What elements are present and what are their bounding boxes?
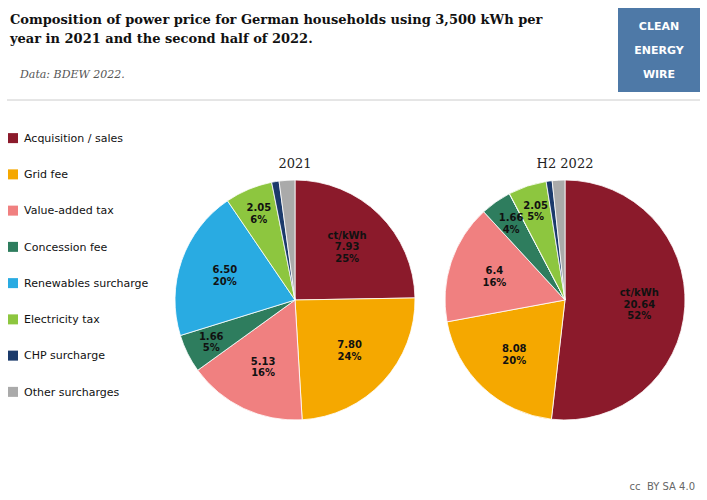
data-label: 8.0820% bbox=[502, 343, 527, 366]
legend-item: Acquisition / sales bbox=[8, 132, 123, 145]
legend-swatch bbox=[8, 351, 18, 361]
legend-label: Value-added tax bbox=[24, 204, 114, 217]
subtitle: Data: BDEW 2022. bbox=[19, 68, 125, 81]
slices bbox=[445, 180, 685, 420]
value-label: 6.50 bbox=[212, 264, 237, 275]
legend-item: Concession fee bbox=[8, 241, 108, 254]
share-label: 5% bbox=[203, 342, 220, 353]
legend-label: Acquisition / sales bbox=[24, 132, 123, 145]
value-label: 2.05 bbox=[523, 200, 548, 211]
pie-title: H2 2022 bbox=[537, 156, 594, 171]
data-label: 2.055% bbox=[523, 200, 548, 223]
legend-swatch bbox=[8, 278, 18, 288]
data-label: ct/kWh20.6452% bbox=[620, 287, 659, 321]
legend-item: CHP surcharge bbox=[8, 349, 105, 362]
share-label: 25% bbox=[335, 253, 359, 264]
share-label: 5% bbox=[527, 211, 544, 222]
title: Composition of power price for German ho… bbox=[9, 12, 542, 46]
legend-item: Electricity tax bbox=[8, 313, 100, 326]
logo-text: CLEANENERGYWIRE bbox=[634, 20, 684, 81]
legend-label: Grid fee bbox=[24, 168, 68, 181]
legend-label: CHP surcharge bbox=[24, 349, 105, 362]
legend-item: Renewables surcharge bbox=[8, 277, 148, 290]
unit-label: ct/kWh bbox=[328, 230, 367, 241]
value-label: 2.05 bbox=[246, 202, 271, 213]
chart: Composition of power price for German ho… bbox=[0, 0, 707, 500]
slice bbox=[552, 180, 565, 300]
share-label: 20% bbox=[502, 355, 526, 366]
value-label: 20.64 bbox=[623, 299, 655, 310]
unit-label: ct/kWh bbox=[620, 287, 659, 298]
data-labels: ct/kWh20.6452%8.0820%6.416%1.664%2.055% bbox=[482, 200, 658, 366]
legend-label: Renewables surcharge bbox=[24, 277, 148, 290]
data-label: ct/kWh7.9325% bbox=[328, 230, 367, 264]
slice bbox=[551, 180, 685, 420]
legend-swatch bbox=[8, 133, 18, 143]
legend-item: Grid fee bbox=[8, 168, 68, 181]
share-label: 4% bbox=[503, 224, 520, 235]
share-label: 16% bbox=[251, 367, 275, 378]
pie: 2021 ct/kWh7.9325% 7.8024% 5.1316% 1.665% 6.5… bbox=[175, 156, 415, 420]
share-label: 16% bbox=[482, 277, 506, 288]
data-label: 6.416% bbox=[482, 265, 506, 288]
logo: CLEANENERGYWIRE bbox=[618, 8, 700, 92]
legend: Acquisition / sales Grid fee Value-added t… bbox=[8, 132, 148, 399]
legend-item: Value-added tax bbox=[8, 204, 114, 217]
value-label: 5.13 bbox=[251, 356, 276, 367]
separator bbox=[7, 100, 700, 101]
value-label: 7.80 bbox=[337, 339, 362, 350]
data-label: 1.665% bbox=[199, 331, 224, 354]
legend-label: Concession fee bbox=[24, 241, 108, 254]
slice bbox=[279, 180, 295, 300]
slice bbox=[295, 180, 415, 300]
legend-swatch bbox=[8, 387, 18, 397]
data-label: 6.5020% bbox=[212, 264, 237, 287]
legend-swatch bbox=[8, 169, 18, 179]
pie-title: 2021 bbox=[278, 156, 311, 171]
slice bbox=[295, 298, 415, 420]
value-label: 1.66 bbox=[499, 212, 524, 223]
data-label: 7.8024% bbox=[337, 339, 362, 362]
share-label: 24% bbox=[338, 351, 362, 362]
value-label: 1.66 bbox=[199, 331, 224, 342]
value-label: 7.93 bbox=[335, 241, 360, 252]
value-label: 8.08 bbox=[502, 343, 527, 354]
share-label: 52% bbox=[627, 310, 651, 321]
legend-label: Other surcharges bbox=[24, 386, 120, 399]
legend-swatch bbox=[8, 314, 18, 324]
data-label: 1.664% bbox=[499, 212, 524, 235]
legend-label: Electricity tax bbox=[24, 313, 100, 326]
share-label: 6% bbox=[250, 214, 267, 225]
share-label: 20% bbox=[213, 276, 237, 287]
slices bbox=[175, 180, 415, 420]
legend-item: Other surcharges bbox=[8, 386, 120, 399]
slice bbox=[546, 181, 565, 300]
data-label: 5.1316% bbox=[251, 356, 276, 379]
footer: cc BY SA 4.0 bbox=[630, 481, 695, 492]
legend-swatch bbox=[8, 242, 18, 252]
pie: H2 2022 ct/kWh20.6452% 8.0820% 6.416% 1.664%… bbox=[445, 156, 685, 420]
data-label: 2.056% bbox=[246, 202, 271, 225]
legend-swatch bbox=[8, 206, 18, 216]
logo-box bbox=[618, 8, 700, 92]
value-label: 6.4 bbox=[486, 265, 504, 276]
data-labels: ct/kWh7.9325% 7.8024% 5.1316% 1.665% 6.5020%… bbox=[199, 202, 367, 378]
